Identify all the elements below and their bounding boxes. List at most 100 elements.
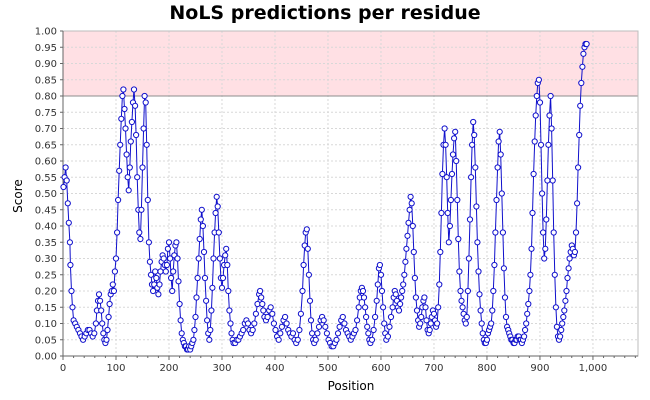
data-point [529,209,536,217]
data-point [374,281,381,288]
data-point [442,141,449,148]
data-point [472,164,479,171]
data-point [103,336,110,343]
x-tick-label: 300 [212,363,231,374]
data-point [163,261,170,269]
data-point [360,294,368,301]
data-point [252,310,259,317]
y-tick-label: 0.75 [35,108,57,119]
data-point [359,287,367,295]
data-point [479,330,486,337]
data-point [226,307,233,314]
data-point [300,261,307,269]
y-tick-label: 0.30 [35,254,57,265]
data-point [142,99,149,106]
data-point [406,206,413,213]
data-point [289,330,297,337]
data-point [69,304,76,311]
data-point [157,268,164,275]
data-point [309,330,316,337]
data-point [119,92,126,100]
data-point [215,229,222,236]
data-point [121,105,128,113]
data-point [524,310,531,317]
data-point [407,193,414,200]
data-point [435,304,442,311]
data-point [272,326,279,334]
data-point [278,323,285,330]
data-point [501,294,509,301]
data-point [498,190,505,197]
data-point [542,245,549,252]
data-point [136,229,143,236]
data-point [140,125,147,132]
data-point [447,196,454,204]
data-point [138,206,145,213]
data-point [251,320,258,327]
data-point [436,281,443,288]
data-point [380,304,387,311]
data-point [522,326,529,334]
data-point [203,297,210,304]
x-tick-label: 500 [318,363,337,374]
data-point [462,320,469,327]
data-point [196,235,203,243]
y-tick-label: 0.05 [35,335,57,346]
data-point [282,313,289,321]
data-point [453,157,460,165]
data-point [277,330,284,337]
data-point [105,313,112,321]
data-point [389,304,396,311]
data-point [209,284,216,291]
data-point [227,320,234,327]
data-point [553,323,561,330]
data-point [478,320,485,327]
data-point [91,330,98,337]
data-point [408,200,415,207]
data-point [106,300,113,308]
data-point [557,333,564,340]
data-point [466,216,474,223]
data-point [133,131,140,139]
data-point [550,229,557,236]
data-point [296,326,303,334]
data-point [167,255,174,262]
x-tick-label: 0 [60,363,66,374]
data-point [194,274,201,282]
data-point [305,271,312,278]
data-point [412,294,419,301]
data-point [100,330,107,337]
data-point [455,235,462,243]
data-point [456,268,463,275]
y-tick-label: 0.25 [35,270,57,281]
data-point [418,313,425,321]
y-tick-label: 0.45 [35,205,57,216]
data-point [387,313,395,321]
data-point [323,330,330,337]
data-point [530,170,537,178]
data-point [426,326,433,334]
data-point [114,229,121,236]
data-point [165,239,173,246]
data-point [224,261,231,269]
data-point [528,245,535,252]
data-point [386,323,393,330]
data-point [177,317,184,324]
data-point [452,128,459,135]
data-point [384,333,391,340]
data-point [294,336,301,343]
data-point [563,287,570,295]
y-tick-label: 0.90 [35,59,57,70]
data-point [304,245,311,252]
data-point [225,287,232,295]
data-point [471,131,478,139]
data-point [144,196,151,204]
data-point [404,232,411,239]
data-point [364,323,371,330]
data-point [539,190,546,197]
y-tick-label: 0.50 [35,189,57,200]
data-point [373,297,380,304]
data-point [376,261,383,269]
data-point [477,307,484,314]
data-point [260,307,267,314]
